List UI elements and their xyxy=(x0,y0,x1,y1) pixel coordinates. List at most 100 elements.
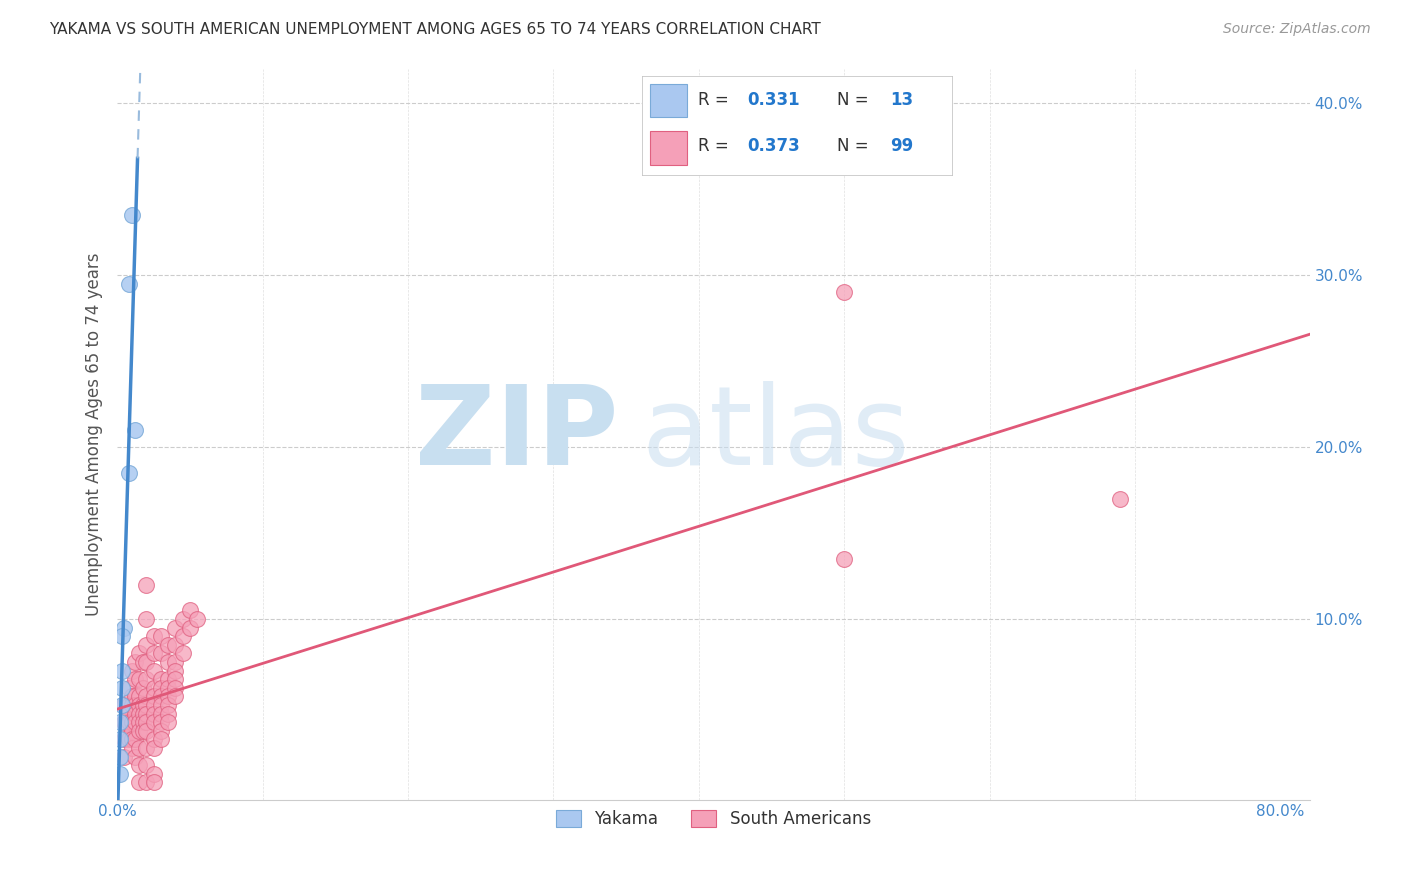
Point xyxy=(165,690,187,704)
Point xyxy=(142,664,165,678)
Point xyxy=(149,698,172,712)
Point xyxy=(165,655,187,669)
Point xyxy=(149,646,172,660)
Point xyxy=(121,664,143,678)
Point xyxy=(142,715,165,730)
Point xyxy=(157,672,180,686)
Point xyxy=(128,672,150,686)
Text: ZIP: ZIP xyxy=(415,381,619,488)
Point xyxy=(121,690,143,704)
Point xyxy=(108,715,131,730)
Point xyxy=(142,706,165,721)
Point xyxy=(124,715,146,730)
Point xyxy=(179,621,201,635)
Point xyxy=(124,732,146,747)
Point xyxy=(135,638,157,652)
Point xyxy=(110,698,132,712)
Point xyxy=(135,698,157,712)
Point xyxy=(118,715,141,730)
Point xyxy=(118,732,141,747)
Point xyxy=(132,723,155,738)
Point xyxy=(172,612,194,626)
Point xyxy=(114,621,136,635)
Point xyxy=(132,715,155,730)
Point xyxy=(135,706,157,721)
Point xyxy=(110,681,132,695)
Point xyxy=(142,775,165,789)
Point xyxy=(128,698,150,712)
Point xyxy=(157,655,180,669)
Point xyxy=(108,749,131,764)
Point xyxy=(179,603,201,617)
Point xyxy=(108,766,131,780)
Text: YAKAMA VS SOUTH AMERICAN UNEMPLOYMENT AMONG AGES 65 TO 74 YEARS CORRELATION CHAR: YAKAMA VS SOUTH AMERICAN UNEMPLOYMENT AM… xyxy=(49,22,821,37)
Point xyxy=(121,732,143,747)
Point xyxy=(124,655,146,669)
Point xyxy=(128,775,150,789)
Point xyxy=(149,723,172,738)
Point xyxy=(157,681,180,695)
Point xyxy=(118,706,141,721)
Legend: Yakama, South Americans: Yakama, South Americans xyxy=(550,804,877,835)
Point xyxy=(1109,491,1132,506)
Point xyxy=(124,423,146,437)
Point xyxy=(124,706,146,721)
Point xyxy=(172,646,194,660)
Point xyxy=(110,664,132,678)
Point xyxy=(121,740,143,755)
Point xyxy=(165,621,187,635)
Point xyxy=(149,706,172,721)
Point xyxy=(149,715,172,730)
Point xyxy=(165,638,187,652)
Point xyxy=(114,732,136,747)
Point xyxy=(165,672,187,686)
Point xyxy=(149,690,172,704)
Y-axis label: Unemployment Among Ages 65 to 74 years: Unemployment Among Ages 65 to 74 years xyxy=(86,252,103,615)
Point xyxy=(118,466,141,480)
Point xyxy=(121,698,143,712)
Point xyxy=(149,629,172,643)
Point xyxy=(142,766,165,780)
Point xyxy=(135,723,157,738)
Point xyxy=(114,715,136,730)
Point xyxy=(132,698,155,712)
Point xyxy=(124,698,146,712)
Point xyxy=(114,698,136,712)
Point xyxy=(142,698,165,712)
Point xyxy=(108,732,131,747)
Point xyxy=(110,629,132,643)
Point xyxy=(832,285,855,299)
Point xyxy=(121,715,143,730)
Point xyxy=(142,690,165,704)
Point xyxy=(121,208,143,222)
Point xyxy=(128,706,150,721)
Point xyxy=(135,740,157,755)
Point xyxy=(157,715,180,730)
Point xyxy=(186,612,208,626)
Point xyxy=(132,681,155,695)
Point xyxy=(132,706,155,721)
Point xyxy=(128,740,150,755)
Point xyxy=(157,698,180,712)
Point xyxy=(132,655,155,669)
Point xyxy=(128,723,150,738)
Point xyxy=(157,690,180,704)
Point xyxy=(149,681,172,695)
Point xyxy=(118,698,141,712)
Point xyxy=(135,612,157,626)
Point xyxy=(128,758,150,772)
Point xyxy=(124,749,146,764)
Point xyxy=(157,638,180,652)
Point xyxy=(135,775,157,789)
Point xyxy=(121,723,143,738)
Point xyxy=(128,715,150,730)
Point xyxy=(832,551,855,566)
Point xyxy=(172,629,194,643)
Point xyxy=(142,629,165,643)
Point xyxy=(135,577,157,591)
Point xyxy=(124,690,146,704)
Point xyxy=(124,672,146,686)
Point xyxy=(135,758,157,772)
Point xyxy=(135,715,157,730)
Point xyxy=(114,749,136,764)
